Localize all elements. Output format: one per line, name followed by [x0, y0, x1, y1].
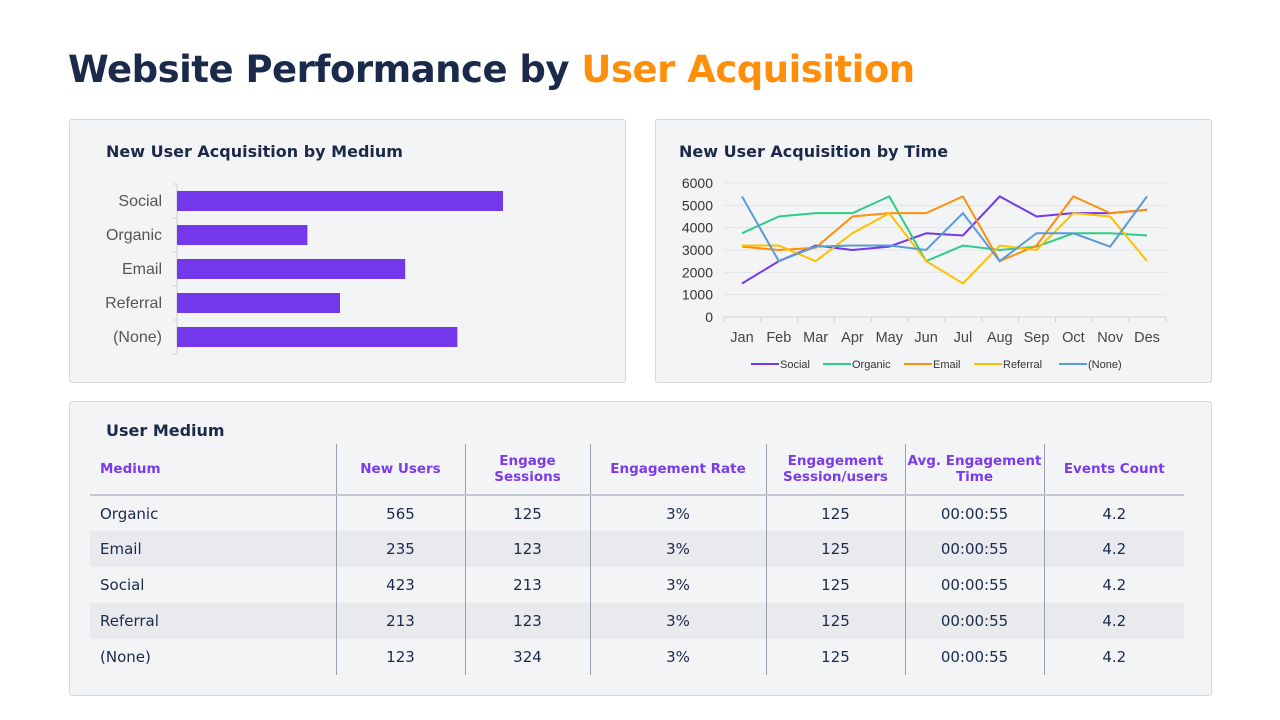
table-cell: 125 — [765, 639, 905, 675]
table-cell: (None) — [100, 648, 151, 666]
table-cell: Organic — [100, 504, 159, 523]
x-tick-label: Aug — [987, 330, 1013, 346]
table-row: (None) 123 324 3% 125 00:00:55 4.2 — [90, 639, 1184, 675]
series-line-referral — [742, 211, 1148, 285]
title-main: Website Performance by — [68, 48, 582, 91]
table-cell: 423 — [335, 567, 465, 603]
table-cell: 3% — [589, 603, 766, 639]
bar-chart-title: New User Acquisition by Medium — [106, 142, 403, 161]
series-line-organic — [741, 195, 1148, 263]
line-chart-title: New User Acquisition by Time — [679, 142, 949, 161]
bar-category-label: Email — [122, 261, 162, 278]
column-header: Engage Sessions — [464, 444, 590, 496]
table-cell: 123 — [335, 639, 465, 675]
table-row: Referral 213 123 3% 125 00:00:55 4.2 — [90, 603, 1184, 639]
x-tick-label: Jan — [730, 330, 753, 346]
column-header: Avg. Engagement Time — [904, 444, 1044, 496]
table-header-row: Medium New Users Engage Sessions Engagement… — [90, 444, 1184, 496]
bar-chart: Social Organic Email Referral (None) — [105, 183, 503, 355]
title-accent: User Acquisition — [581, 48, 915, 91]
table-cell: 4.2 — [1043, 603, 1184, 639]
legend-label: (None) — [1088, 359, 1122, 371]
x-tick-label: Jul — [954, 330, 973, 346]
x-tick-label: Jun — [914, 330, 937, 346]
x-tick-label: Des — [1134, 330, 1160, 346]
legend-label: Social — [780, 359, 810, 371]
table-cell: 123 — [464, 531, 590, 567]
table-cell: Referral — [90, 603, 336, 639]
bar — [177, 191, 503, 211]
table-cell: 4.2 — [1043, 639, 1184, 675]
table-cell: 00:00:55 — [904, 567, 1044, 603]
bar — [177, 225, 308, 245]
column-header: New Users — [335, 444, 465, 496]
bar-category-label: (None) — [113, 329, 162, 346]
line-chart-card: New User Acquisition by Time 0 1000 2000 30… — [655, 119, 1212, 383]
table-cell: 123 — [464, 603, 590, 639]
table-cell: 3% — [589, 531, 766, 567]
table-cell: Email — [90, 531, 336, 567]
table-cell: 00:00:55 — [904, 639, 1044, 675]
bar-category-label: Referral — [105, 295, 162, 312]
legend-label: Referral — [1003, 359, 1042, 371]
x-tick-label: Oct — [1062, 330, 1085, 346]
page-title: Website Performance by User Acquisition — [68, 48, 915, 91]
table-cell: 3% — [589, 567, 766, 603]
table-cell: 125 — [464, 495, 590, 531]
y-tick-label: 5000 — [682, 197, 713, 213]
table-title: User Medium — [106, 421, 225, 440]
table-cell: 235 — [335, 531, 465, 567]
column-header: Events Count — [1043, 444, 1184, 496]
y-tick-label: 3000 — [682, 242, 713, 258]
series-line-none — [741, 195, 1148, 263]
table-cell: 565 — [335, 495, 465, 531]
series-line-social — [741, 195, 1148, 285]
x-tick-label: May — [876, 330, 904, 346]
table-row: Organic 565 125 3% 125 00:00:55 4.2 — [90, 495, 1184, 531]
bar — [177, 293, 340, 313]
table-cell: 213 — [464, 567, 590, 603]
table-cell: 324 — [464, 639, 590, 675]
legend-label: Email — [933, 359, 961, 371]
y-tick-label: 2000 — [682, 264, 713, 280]
table-cell: 3% — [589, 495, 766, 531]
column-header: Engagement Rate — [589, 444, 766, 496]
table-cell: 213 — [335, 603, 465, 639]
column-header: Medium — [90, 444, 336, 496]
bar-category-label: Social — [118, 193, 162, 210]
bar — [177, 327, 458, 347]
user-medium-table: Medium New Users Engage Sessions Engagement… — [90, 444, 1184, 675]
table-row: Email 235 123 3% 125 00:00:55 4.2 — [90, 531, 1184, 567]
table-cell: 3% — [589, 639, 766, 675]
legend-label: Organic — [852, 359, 891, 371]
table-row: Social 423 213 3% 125 00:00:55 4.2 — [90, 567, 1184, 603]
table-cell: 4.2 — [1043, 495, 1184, 531]
y-tick-label: 1000 — [682, 287, 713, 303]
bar — [177, 259, 406, 279]
x-tick-label: Mar — [803, 330, 828, 346]
table-cell: 125 — [765, 567, 905, 603]
table-cell: 125 — [765, 531, 905, 567]
line-chart: 0 1000 2000 3000 4000 5000 6000 Jan Feb Mar Apr May… — [682, 175, 1167, 371]
x-tick-label: Apr — [841, 330, 864, 346]
x-tick-label: Feb — [766, 330, 791, 346]
y-tick-label: 4000 — [682, 220, 713, 236]
user-medium-card: User Medium Medium New Users Engage Sessio… — [69, 401, 1212, 696]
x-tick-label: Sep — [1024, 330, 1050, 346]
table-cell: 125 — [765, 495, 905, 531]
table-cell: 00:00:55 — [904, 495, 1044, 531]
table-cell: 4.2 — [1043, 567, 1184, 603]
bar-category-label: Organic — [106, 227, 162, 244]
table-cell: 00:00:55 — [904, 531, 1044, 567]
table-cell: 125 — [765, 603, 905, 639]
bar-chart-card: New User Acquisition by Medium Social Org… — [69, 119, 626, 383]
y-tick-label: 6000 — [682, 175, 713, 191]
y-tick-label: 0 — [705, 309, 713, 325]
table-cell: Social — [100, 576, 145, 594]
x-tick-label: Nov — [1097, 330, 1124, 346]
table-cell: 00:00:55 — [904, 603, 1044, 639]
table-cell: 4.2 — [1043, 531, 1184, 567]
column-header: Engagement Session/users — [765, 444, 905, 496]
